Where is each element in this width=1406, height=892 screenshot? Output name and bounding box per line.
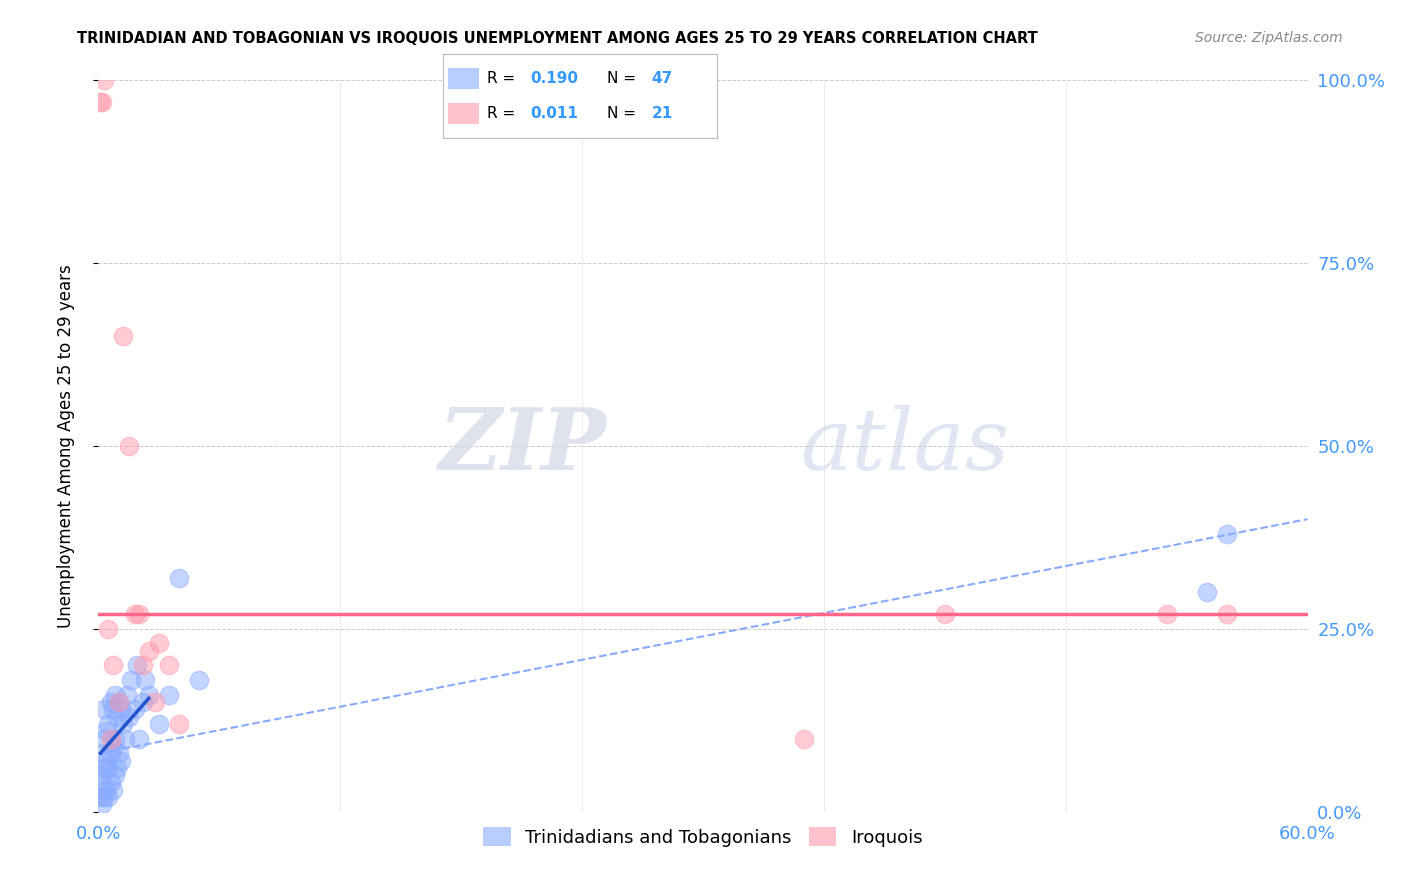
Point [148,636,170,650]
Point [91,746,114,760]
Point [157,688,180,702]
Point [128,607,150,622]
Point [110,754,132,768]
Point [100,775,122,789]
Point [96,782,118,797]
Point [132,658,155,673]
Text: TRINIDADIAN AND TOBAGONIAN VS IROQUOIS UNEMPLOYMENT AMONG AGES 25 TO 29 YEARS CO: TRINIDADIAN AND TOBAGONIAN VS IROQUOIS U… [77,31,1038,46]
Point [1156,607,1178,622]
Point [100,695,122,709]
Text: R =: R = [486,106,520,120]
Point [148,717,170,731]
Point [167,571,190,585]
Point [1195,585,1218,599]
Point [93,702,115,716]
Point [89,95,111,110]
Point [107,695,129,709]
Text: 47: 47 [651,71,672,86]
Text: 0.190: 0.190 [530,71,579,86]
Point [157,658,180,673]
Point [793,731,815,746]
Point [1216,607,1239,622]
Point [93,731,115,746]
Point [120,673,142,687]
Point [103,768,125,782]
Point [118,439,141,453]
Y-axis label: Unemployment Among Ages 25 to 29 years: Unemployment Among Ages 25 to 29 years [56,264,75,628]
Point [111,717,134,731]
Point [167,717,190,731]
Point [143,695,166,709]
Point [128,731,150,746]
Point [138,644,160,658]
Point [101,658,124,673]
Point [125,658,148,673]
Point [188,673,211,687]
Point [138,688,160,702]
Point [91,797,114,812]
Point [114,731,136,746]
Point [132,695,155,709]
Point [105,761,128,775]
Point [134,673,156,687]
Legend: Trinidadians and Tobagonians, Iroquois: Trinidadians and Tobagonians, Iroquois [477,820,929,854]
Point [97,790,120,805]
Point [124,702,146,716]
Text: 21: 21 [651,106,672,120]
Point [89,790,111,805]
Point [97,761,120,775]
Point [107,695,129,709]
Point [91,775,114,789]
Point [103,731,125,746]
Point [97,717,120,731]
Point [91,95,114,110]
Point [93,790,115,805]
Point [124,607,146,622]
Point [93,73,115,87]
Point [110,702,132,716]
Point [100,731,122,746]
Text: ZIP: ZIP [439,404,606,488]
Text: 0.011: 0.011 [530,106,578,120]
Text: Source: ZipAtlas.com: Source: ZipAtlas.com [1195,31,1343,45]
Point [89,768,111,782]
Point [103,688,125,702]
Text: N =: N = [607,71,641,86]
Point [107,746,129,760]
Point [115,688,138,702]
Point [93,761,115,775]
Text: atlas: atlas [800,405,1010,487]
Point [111,329,134,343]
Bar [449,68,478,89]
Point [105,709,128,723]
Text: N =: N = [607,106,641,120]
Point [96,724,118,739]
Point [118,709,141,723]
Point [97,622,120,636]
Point [100,746,122,760]
Point [1216,526,1239,541]
Text: R =: R = [486,71,520,86]
Bar [449,103,478,124]
Point [101,702,124,716]
Point [934,607,956,622]
Point [101,739,124,753]
Point [96,754,118,768]
Point [101,782,124,797]
